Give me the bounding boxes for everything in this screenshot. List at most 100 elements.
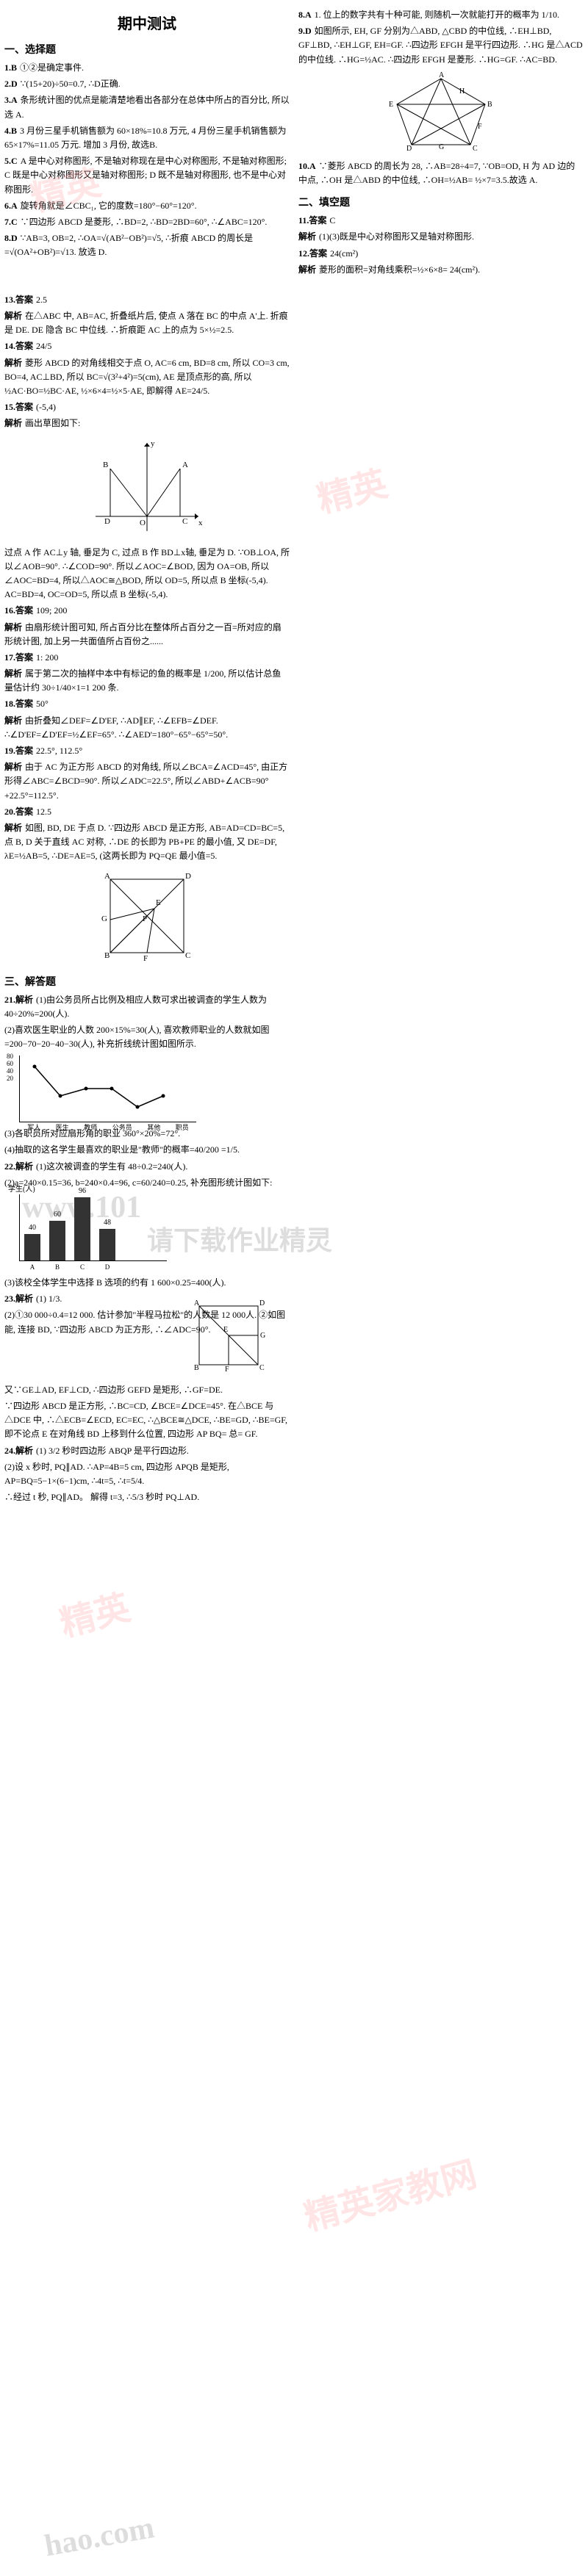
mid-column: 13.答案2.5 解析在△ABC 中, AB=AC, 折叠纸片后, 使点 A 落… (0, 285, 294, 1512)
q9a-num: 8.A (298, 8, 312, 22)
q8-num: 8.D (4, 231, 18, 245)
q5: 5.CA 是中心对称图形, 不是轴对称现在是中心对称图形, 不是轴对称图形; C… (4, 154, 290, 197)
svg-text:x: x (198, 519, 203, 527)
watermark: 精英 (54, 1579, 135, 1646)
svg-text:C: C (473, 145, 478, 152)
q4-num: 4.B (4, 124, 17, 138)
q14b: 解析菱形 ABCD 的对角线相交于点 O, AC=6 cm, BD=8 cm, … (4, 356, 290, 399)
q10-num: 10.A (298, 159, 316, 173)
svg-text:E: E (389, 101, 393, 109)
svg-text:G: G (101, 914, 107, 923)
q18: 18.答案50° (4, 697, 290, 711)
q3: 3.A条形统计图的优点是能清楚地看出各部分在总体中所占的百分比, 所以选 A. (4, 93, 290, 121)
q7-num: 7.C (4, 215, 18, 229)
svg-text:F: F (478, 123, 482, 131)
bx3: D (99, 1263, 115, 1271)
section-fill: 二、填空题 (298, 195, 584, 209)
svg-text:D: D (104, 517, 110, 526)
svg-text:O: O (140, 519, 146, 527)
q22-num: 22.解析 (4, 1160, 33, 1174)
coord-figure: A B C D O x y (4, 436, 290, 541)
q24: 24.解析(1) 3/2 秒时四边形 ABQP 是平行四边形. (4, 1444, 290, 1458)
q7: 7.C∵四边形 ABCD 是菱形, ∴BD=2, ∴BD=2BD=60°, ∴∠… (4, 215, 290, 229)
q6-text: 旋转角就是∠CBC₁, 它的度数=180°−60°=120°. (21, 201, 197, 211)
q24c: ∴经过 t 秒, PQ∥AD。 解得 t=3, ∴5/3 秒时 PQ⊥AD. (4, 1490, 290, 1504)
q23-d: ∵四边形 ABCD 是正方形, ∴BC=CD, ∠BCE=∠DCE=45°. 在… (4, 1401, 287, 1439)
svg-text:D: D (259, 1299, 265, 1307)
q4-text: 3 月份三星手机销售额为 60×18%=10.8 万元, 4 月份三星手机销售额… (4, 126, 287, 150)
q20: 20.答案12.5 (4, 805, 290, 819)
q12-num: 12.答案 (298, 247, 327, 261)
watermark-gray: hao.com (42, 2510, 157, 2564)
bl0: 40 (24, 1224, 40, 1232)
q11b-text: (1)(3)既是中心对称图形又是轴对称图形. (319, 231, 474, 242)
square-figure: A D C B E F G P (4, 868, 290, 967)
pentagon-svg: A B C D E H F G (386, 71, 496, 152)
q9a-text: 1. 位上的数字共有十种可能, 则随机一次就能打开的概率为 1/10. (315, 10, 559, 20)
xl5: 职员 (176, 1122, 189, 1132)
q15b-text: 画出草图如下: (25, 418, 80, 428)
bar-a: 40A (24, 1234, 40, 1260)
q19b: 解析由于 AC 为正方形 ABCD 的对角线, 所以∠BCA=∠ACD=45°,… (4, 760, 290, 803)
q1-num: 1.B (4, 61, 17, 75)
q18-num: 18.答案 (4, 697, 33, 711)
svg-text:F: F (225, 1365, 229, 1374)
q1: 1.B①②是确定事件. (4, 61, 290, 75)
ylabel: 80604020 (7, 1053, 13, 1082)
q18b: 解析由折叠知∠DEF=∠D'EF, ∴AD∥EF, ∴∠EFB=∠DEF. ∴∠… (4, 714, 290, 742)
q21-a2: (2)喜欢医生职业的人数 200×15%=30(人), 喜欢教师职业的人数就如图… (4, 1023, 290, 1051)
q22-a2t: (2)a=240×0.15=36, b=240×0.4=96, c=60/240… (4, 1177, 272, 1188)
q16b: 解析由扇形统计图可知, 所占百分比在整体所占百分之一百=所对应的扇形统计图, 加… (4, 621, 290, 649)
svg-text:G: G (439, 143, 444, 151)
q16b-num: 解析 (4, 621, 22, 635)
q13: 13.答案2.5 (4, 293, 290, 307)
q14b-num: 解析 (4, 356, 22, 370)
q12b-num: 解析 (298, 263, 316, 277)
xl0: 军人 (27, 1122, 40, 1132)
q22-a3: (3)该校全体学生中选择 B 选项的约有 1 600×0.25=400(人). (4, 1276, 290, 1290)
bar-chart-students: 学生(人) 40A 60B 96C 48D (19, 1194, 167, 1261)
svg-text:B: B (104, 951, 110, 960)
q20b-text: 如图, BD, DE 于点 D. ∵四边形 ABCD 是正方形, AB=AD=C… (4, 823, 284, 861)
q15c: 过点 A 作 AC⊥y 轴, 垂足为 C, 过点 B 作 BD⊥x轴, 垂足为 … (4, 546, 290, 602)
section-choice: 一、选择题 (4, 42, 290, 57)
q5-num: 5.C (4, 154, 18, 168)
line-chart-xlabels: 军人 医生 教师 公务员 其他 职员 (20, 1122, 196, 1132)
bx2: C (74, 1263, 90, 1271)
watermark: 精英家教网 (298, 2145, 481, 2240)
q22: 22.解析(1)这次被调查的学生有 48÷0.2=240(人). (4, 1160, 290, 1174)
svg-text:F: F (143, 954, 148, 963)
q19b-num: 解析 (4, 760, 22, 774)
q22-a1: (1)这次被调查的学生有 48÷0.2=240(人). (36, 1161, 187, 1172)
q10: 10.A∵菱形 ABCD 的周长为 28, ∴AB=28÷4=7, ∵OB=OD… (298, 159, 584, 187)
q21-a2t: (2)喜欢医生职业的人数 200×15%=30(人), 喜欢教师职业的人数就如图… (4, 1025, 270, 1049)
q11: 11.答案C (298, 214, 584, 228)
q15b-num: 解析 (4, 416, 22, 430)
q3-num: 3.A (4, 93, 18, 107)
q20b: 解析如图, BD, DE 于点 D. ∵四边形 ABCD 是正方形, AB=AD… (4, 821, 290, 864)
q17: 17.答案1: 200 (4, 651, 290, 665)
q17-text: 1: 200 (36, 652, 58, 663)
svg-text:A: A (182, 461, 188, 469)
svg-text:B: B (103, 461, 108, 469)
q1-text: ①②是确定事件. (20, 62, 84, 73)
bx1: B (49, 1263, 65, 1271)
q24-num: 24.解析 (4, 1444, 33, 1458)
page-title: 期中测试 (4, 12, 290, 33)
svg-text:C: C (185, 951, 190, 960)
q24-b: (2)设 x 秒时, PQ∥AD. ∴AP=4B=5 cm, 四边形 APQB … (4, 1462, 229, 1486)
q12-text: 24(cm²) (330, 248, 358, 259)
q14: 14.答案24/5 (4, 339, 290, 353)
q9a: 8.A1. 位上的数字共有十种可能, 则随机一次就能打开的概率为 1/10. (298, 8, 584, 22)
square-efgd-svg: A D C B E F G (188, 1295, 269, 1376)
left-column: 期中测试 一、选择题 1.B①②是确定事件. 2.D∵(15+20)÷50=0.… (0, 0, 294, 285)
line-chart-jobs: 军人 医生 教师 公务员 其他 职员 80604020 (19, 1056, 196, 1122)
svg-text:H: H (459, 87, 465, 95)
watermark: 精英 (311, 455, 392, 522)
q24b: (2)设 x 秒时, PQ∥AD. ∴AP=4B=5 cm, 四边形 APQB … (4, 1460, 290, 1488)
q13b-num: 解析 (4, 309, 22, 323)
q12b-text: 菱形的面积=对角线乘积=½×6×8= 24(cm²). (319, 264, 480, 275)
q17b-text: 属于第二次的抽样中本中有标记的鱼的概率是 1/200, 所以估计总鱼量估计约 3… (4, 668, 281, 693)
svg-text:y: y (151, 439, 155, 448)
bx0: A (24, 1263, 40, 1271)
